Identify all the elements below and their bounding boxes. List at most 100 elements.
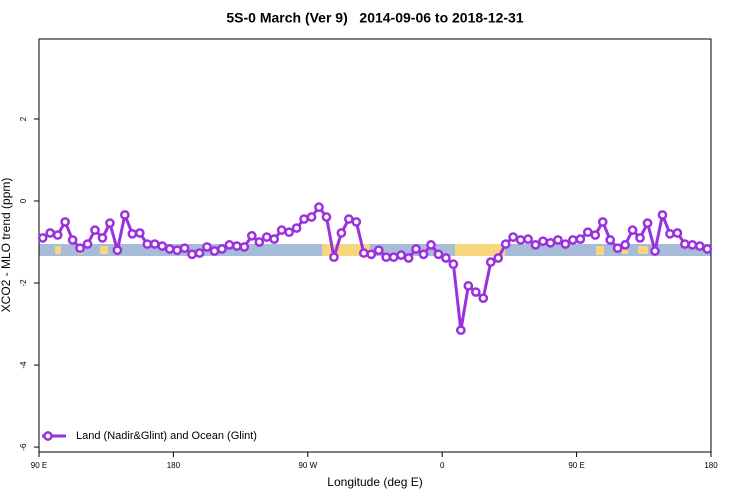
data-point — [276, 225, 287, 235]
data-point — [672, 228, 683, 238]
data-point — [545, 237, 556, 248]
y-tick-label: -6 — [19, 443, 28, 451]
data-point — [605, 235, 616, 245]
land-strip — [455, 244, 505, 256]
data-point — [358, 248, 369, 258]
data-point — [560, 239, 571, 249]
x-tick-label: 90 E — [31, 461, 47, 470]
y-tick-label: -4 — [19, 361, 28, 369]
data-point — [553, 235, 563, 245]
data-point — [612, 243, 623, 254]
land-strip — [638, 246, 648, 254]
data-point — [254, 237, 265, 247]
data-point — [336, 228, 347, 238]
data-point — [217, 244, 227, 254]
data-point — [433, 249, 444, 260]
data-point — [52, 230, 63, 240]
data-point — [269, 234, 280, 244]
data-point — [172, 245, 182, 256]
data-point — [284, 227, 294, 238]
data-point — [597, 217, 608, 227]
land-strip — [55, 246, 61, 254]
data-point — [127, 228, 138, 239]
data-point — [485, 257, 496, 267]
data-point — [344, 214, 354, 224]
x-tick-label: 90 W — [298, 461, 317, 470]
data-point — [202, 242, 212, 252]
data-point — [478, 293, 489, 304]
data-point — [456, 325, 466, 336]
data-point — [426, 240, 436, 250]
data-point — [134, 228, 145, 238]
data-point — [448, 259, 459, 270]
data-point — [351, 217, 362, 227]
data-point — [209, 246, 220, 256]
data-point — [418, 249, 429, 260]
data-point — [508, 232, 518, 242]
data-point — [187, 249, 197, 260]
data-point — [291, 223, 302, 233]
data-point — [523, 234, 533, 244]
data-point — [635, 233, 645, 243]
data-point — [568, 235, 578, 245]
x-tick-label: 0 — [440, 461, 445, 470]
data-point — [620, 240, 630, 250]
data-point — [224, 240, 235, 250]
y-tick-label: 0 — [19, 198, 28, 203]
data-point — [650, 246, 660, 256]
x-tick-label: 90 E — [568, 461, 584, 470]
legend-marker — [43, 431, 53, 441]
data-point — [164, 244, 175, 254]
data-point — [299, 214, 309, 224]
y-tick-label: -2 — [19, 279, 28, 287]
data-point — [665, 228, 675, 239]
data-point — [590, 230, 601, 240]
x-tick-label: 180 — [704, 461, 718, 470]
x-axis-label: Longitude (deg E) — [327, 475, 422, 489]
data-point — [142, 239, 153, 249]
data-point — [500, 239, 511, 249]
land-strip — [596, 246, 604, 255]
data-point — [694, 241, 705, 251]
data-point — [105, 218, 115, 228]
data-point — [538, 236, 548, 247]
data-point — [157, 241, 168, 251]
data-point — [45, 228, 56, 238]
data-point — [441, 253, 451, 263]
y-tick-label: 2 — [19, 116, 28, 121]
legend-label: Land (Nadir&Glint) and Ocean (Glint) — [76, 430, 257, 442]
data-point — [373, 245, 384, 256]
data-point — [403, 253, 414, 263]
data-point — [388, 252, 399, 263]
data-point — [120, 210, 130, 220]
data-point — [381, 252, 392, 263]
data-point — [515, 235, 526, 245]
data-point — [112, 245, 123, 256]
data-point — [366, 249, 377, 260]
data-point — [246, 231, 257, 241]
plot-frame — [38, 38, 712, 453]
data-point — [642, 218, 653, 228]
data-point — [493, 253, 504, 263]
data-point — [463, 281, 474, 291]
data-point — [530, 240, 541, 250]
data-point — [575, 234, 586, 244]
data-point — [194, 248, 205, 258]
data-point — [37, 233, 48, 243]
data-point — [396, 250, 406, 260]
land-strip — [622, 247, 628, 254]
data-point — [411, 244, 421, 254]
data-point — [680, 239, 690, 249]
data-point — [90, 225, 100, 235]
data-point — [306, 212, 317, 222]
data-point — [687, 240, 698, 250]
data-point — [470, 287, 481, 297]
data-point — [75, 243, 85, 254]
data-point — [702, 244, 713, 254]
data-point — [261, 232, 272, 242]
chart-title: 5S-0 March (Ver 9) 2014-09-06 to 2018-12… — [226, 10, 523, 26]
x-tick-label: 180 — [167, 461, 181, 470]
data-point — [657, 210, 668, 220]
data-point — [97, 233, 108, 243]
